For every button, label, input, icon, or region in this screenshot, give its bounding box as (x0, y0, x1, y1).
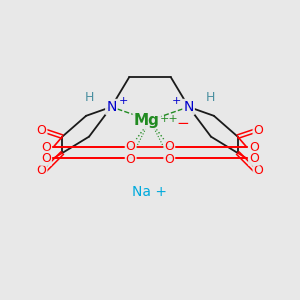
Text: H: H (206, 91, 216, 104)
Text: O: O (249, 140, 259, 154)
Text: N: N (106, 100, 116, 114)
Text: O: O (254, 164, 263, 177)
Text: Na +: Na + (133, 184, 167, 199)
Text: Mg: Mg (134, 113, 160, 128)
Text: +: + (118, 96, 128, 106)
Text: O: O (249, 152, 259, 165)
Text: ++: ++ (160, 114, 179, 124)
Text: +: + (172, 96, 182, 106)
Text: O: O (126, 140, 136, 153)
Text: O: O (164, 153, 174, 166)
Text: O: O (41, 152, 51, 165)
Text: O: O (37, 164, 46, 177)
Text: O: O (126, 153, 136, 166)
Text: N: N (184, 100, 194, 114)
Text: O: O (37, 124, 46, 137)
Text: −: − (176, 116, 189, 131)
Text: H: H (84, 91, 94, 104)
Text: O: O (254, 124, 263, 137)
Text: O: O (164, 140, 174, 153)
Text: O: O (41, 140, 51, 154)
